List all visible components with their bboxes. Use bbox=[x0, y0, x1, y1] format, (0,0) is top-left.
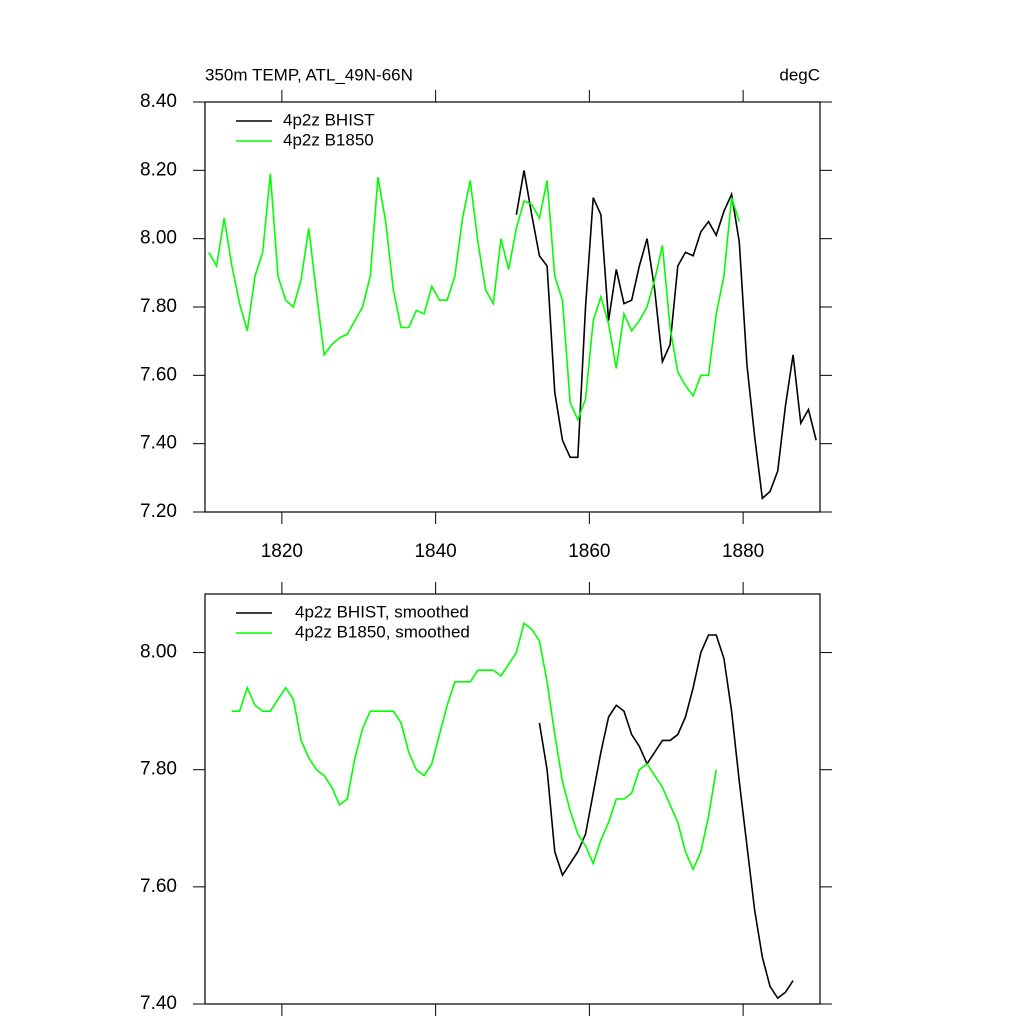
line bbox=[515, 170, 817, 500]
y-tick-label: 7.40 bbox=[140, 433, 177, 454]
x-tick-label: 1880 bbox=[722, 541, 764, 562]
chart-title: 350m TEMP, ATL_49N-66N bbox=[205, 65, 413, 84]
y-tick-label: 8.20 bbox=[140, 159, 177, 180]
line bbox=[208, 173, 741, 422]
y-tick-label: 7.60 bbox=[140, 876, 177, 897]
legend-label: 4p2z B1850, smoothed bbox=[295, 622, 470, 641]
x-tick-label: 1820 bbox=[261, 541, 303, 562]
x-tick-label: 1840 bbox=[414, 541, 456, 562]
y-tick-label: 8.00 bbox=[140, 642, 177, 663]
line bbox=[538, 634, 794, 1000]
legend-label: 4p2z BHIST, smoothed bbox=[295, 602, 469, 621]
line bbox=[231, 621, 718, 872]
y-tick-label: 7.60 bbox=[140, 364, 177, 385]
legend-label: 4p2z BHIST bbox=[283, 110, 375, 129]
y-tick-label: 7.40 bbox=[140, 993, 177, 1014]
plot-frame bbox=[204, 593, 821, 1005]
chart-units: degC bbox=[779, 65, 820, 84]
y-tick-label: 8.40 bbox=[140, 91, 177, 112]
y-tick-label: 8.00 bbox=[140, 228, 177, 249]
y-tick-label: 7.80 bbox=[140, 759, 177, 780]
x-tick-label: 1860 bbox=[568, 541, 610, 562]
plot-frame bbox=[204, 101, 821, 513]
y-tick-label: 7.20 bbox=[140, 501, 177, 522]
y-tick-label: 7.80 bbox=[140, 296, 177, 317]
legend-label: 4p2z B1850 bbox=[283, 130, 374, 149]
